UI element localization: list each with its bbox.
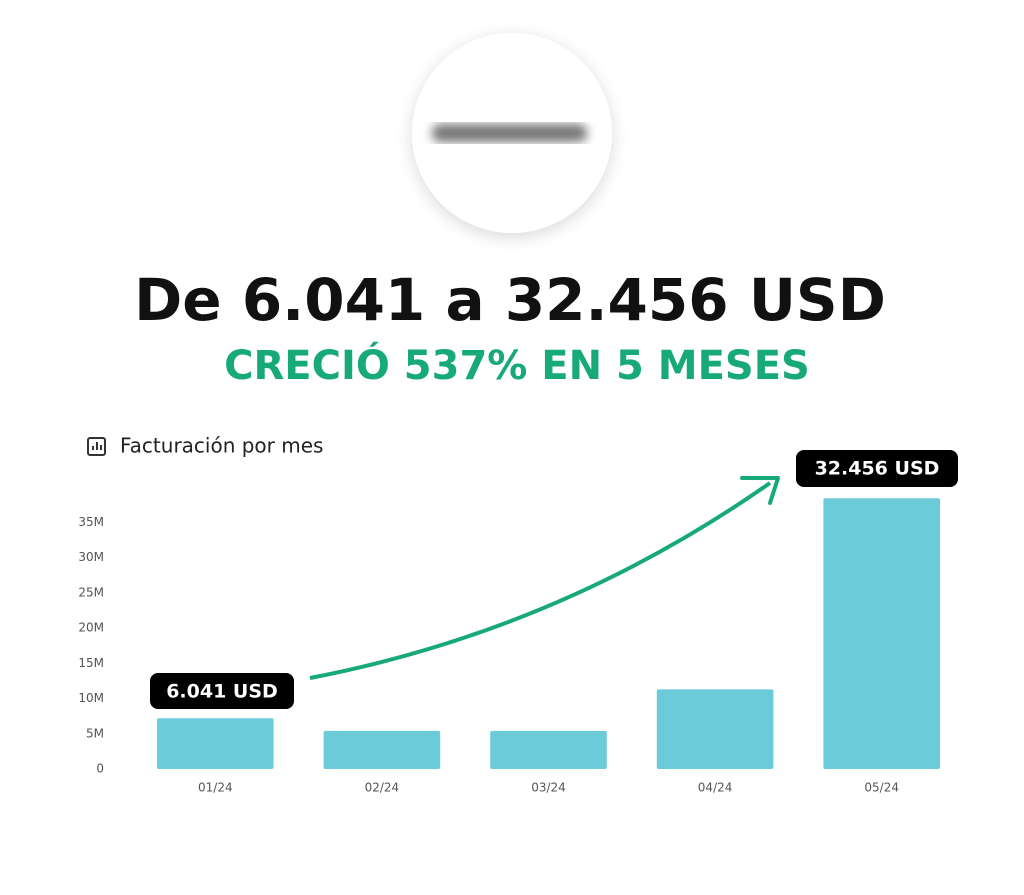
- x-tick-label: 04/24: [698, 781, 733, 795]
- y-tick-label: 10M: [78, 691, 104, 705]
- x-tick-label: 02/24: [365, 781, 400, 795]
- bar: [656, 689, 774, 769]
- chart-icon: [87, 437, 106, 456]
- growth-arrow: [309, 481, 772, 680]
- headline: De 6.041 a 32.456 USD: [134, 266, 886, 334]
- annotation: 6.041 USD: [166, 681, 278, 703]
- bar: [323, 730, 441, 769]
- arrow-head: [740, 476, 780, 505]
- annotation: 32.456 USD: [815, 458, 940, 480]
- subheadline: CRECIÓ 537% EN 5 MESES: [224, 341, 810, 389]
- annotation-box: [150, 673, 294, 709]
- y-tick-label: 25M: [78, 585, 104, 599]
- y-tick-label: 35M: [78, 515, 104, 529]
- x-tick-label: 01/24: [198, 781, 233, 795]
- y-tick-label: 0: [96, 762, 104, 776]
- y-tick-label: 30M: [78, 550, 104, 564]
- chart-title: Facturación por mes: [120, 434, 323, 458]
- x-tick-label: 03/24: [531, 781, 566, 795]
- logo-blurred: [432, 124, 587, 142]
- bar: [490, 730, 607, 769]
- bar: [156, 718, 274, 769]
- y-tick-label: 15M: [78, 656, 104, 670]
- bar: [823, 498, 941, 769]
- annotation-box: [796, 450, 958, 487]
- x-tick-label: 05/24: [864, 781, 899, 795]
- y-tick-label: 20M: [78, 621, 104, 635]
- y-tick-label: 5M: [86, 726, 104, 740]
